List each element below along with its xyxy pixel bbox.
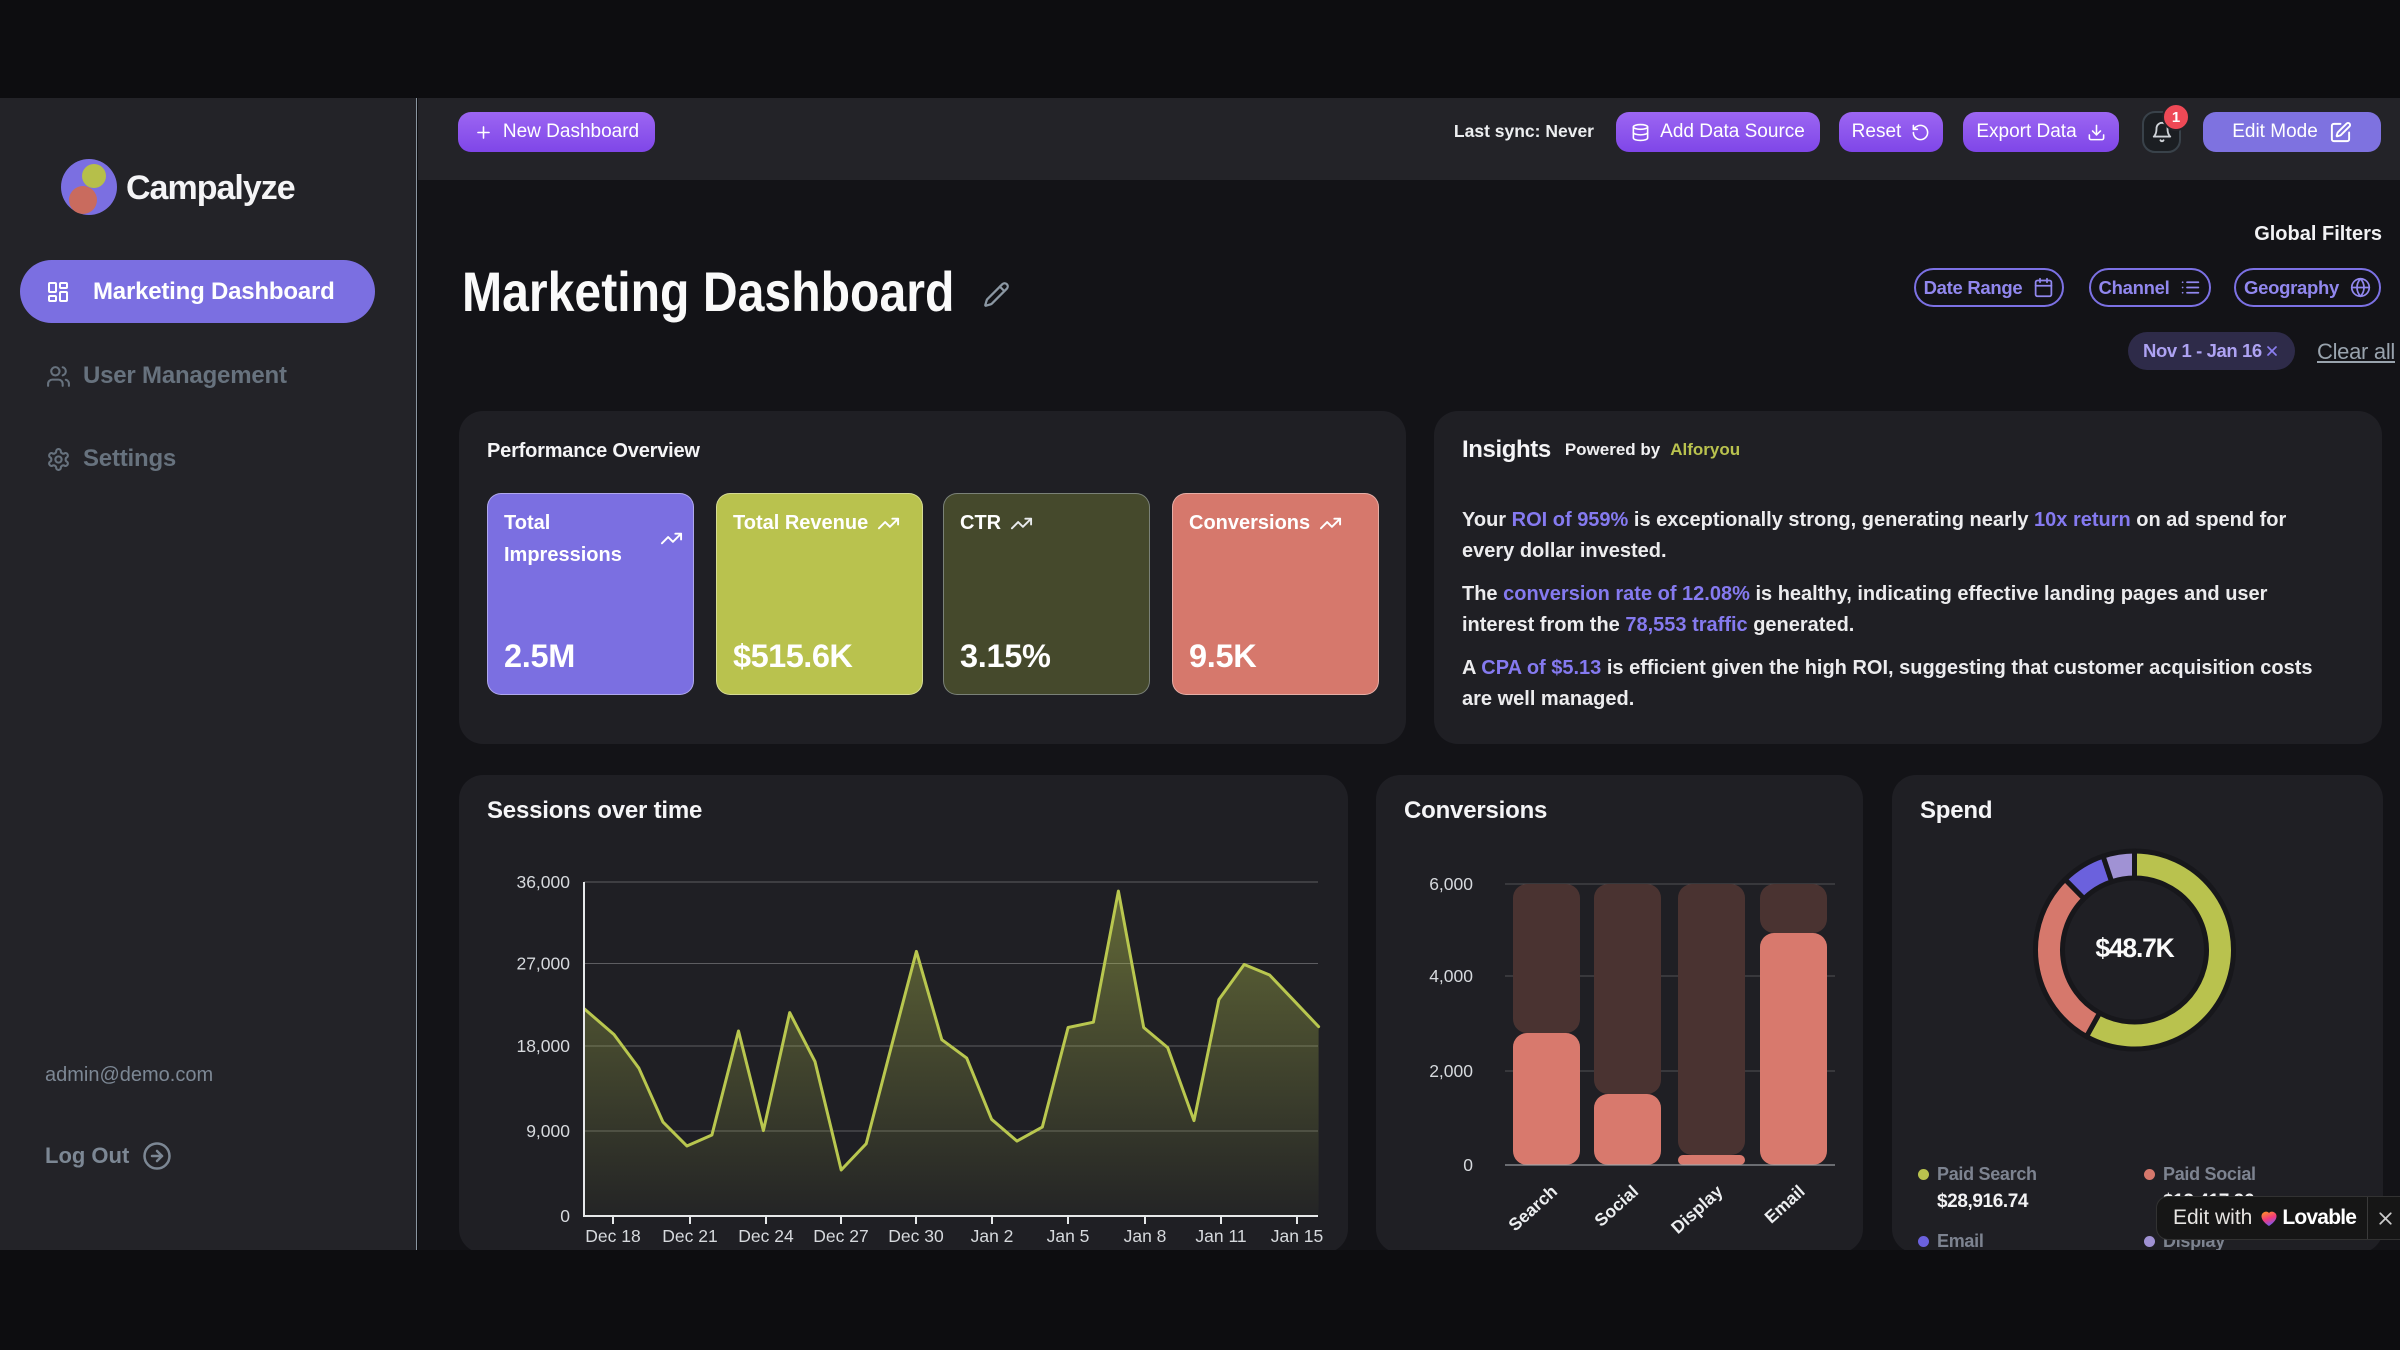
- svg-text:6,000: 6,000: [1429, 874, 1473, 894]
- svg-text:Search: Search: [1504, 1181, 1561, 1235]
- svg-text:Dec 27: Dec 27: [813, 1226, 868, 1246]
- svg-text:2,000: 2,000: [1429, 1061, 1473, 1081]
- svg-text:Jan 11: Jan 11: [1195, 1226, 1246, 1246]
- svg-text:Jan 2: Jan 2: [971, 1226, 1014, 1246]
- svg-text:Jan 15: Jan 15: [1271, 1226, 1324, 1246]
- svg-text:Dec 24: Dec 24: [738, 1226, 794, 1246]
- svg-text:18,000: 18,000: [516, 1036, 570, 1056]
- svg-text:0: 0: [560, 1206, 570, 1226]
- svg-text:Social: Social: [1590, 1181, 1642, 1230]
- svg-text:36,000: 36,000: [516, 872, 570, 892]
- svg-text:4,000: 4,000: [1429, 966, 1473, 986]
- svg-text:Jan 8: Jan 8: [1124, 1226, 1167, 1246]
- svg-text:Dec 30: Dec 30: [888, 1226, 944, 1246]
- svg-text:Dec 18: Dec 18: [585, 1226, 640, 1246]
- svg-text:27,000: 27,000: [516, 954, 570, 974]
- svg-text:Jan 5: Jan 5: [1047, 1226, 1090, 1246]
- svg-text:0: 0: [1463, 1155, 1473, 1175]
- svg-text:Email: Email: [1761, 1181, 1809, 1227]
- svg-text:Dec 21: Dec 21: [662, 1226, 717, 1246]
- svg-text:$48.7K: $48.7K: [2095, 933, 2174, 963]
- svg-text:Display: Display: [1667, 1181, 1727, 1238]
- svg-text:9,000: 9,000: [526, 1121, 570, 1141]
